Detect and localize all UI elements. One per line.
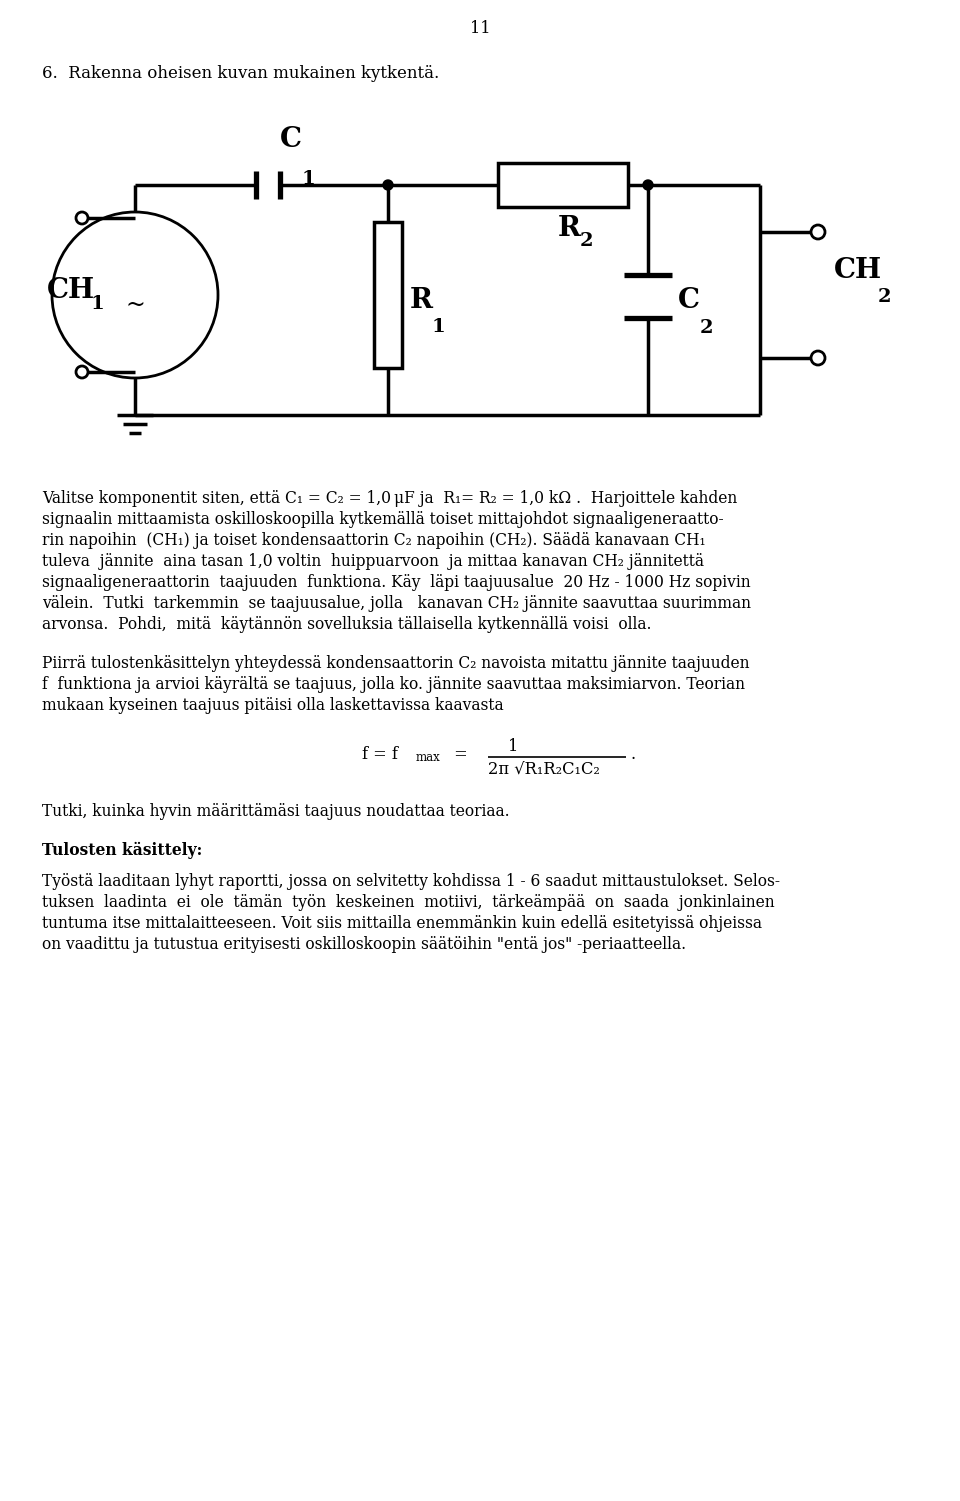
Text: R: R xyxy=(410,287,433,314)
Text: 1: 1 xyxy=(432,318,445,336)
Text: f  funktiona ja arvioi käyrältä se taajuus, jolla ko. jännite saavuttaa maksimia: f funktiona ja arvioi käyrältä se taajuu… xyxy=(42,675,745,693)
Text: välein.  Tutki  tarkemmin  se taajuusalue, jolla   kanavan CH₂ jännite saavuttaa: välein. Tutki tarkemmin se taajuusalue, … xyxy=(42,594,751,612)
Text: 2: 2 xyxy=(700,320,713,338)
Text: Tulosten käsittely:: Tulosten käsittely: xyxy=(42,842,203,859)
Text: signaaligeneraattorin  taajuuden  funktiona. Käy  läpi taajuusalue  20 Hz - 1000: signaaligeneraattorin taajuuden funktion… xyxy=(42,573,751,591)
Text: C: C xyxy=(280,126,302,153)
Text: rin napoihin  (CH₁) ja toiset kondensaattorin C₂ napoihin (CH₂). Säädä kanavaan : rin napoihin (CH₁) ja toiset kondensaatt… xyxy=(42,531,706,549)
Text: Valitse komponentit siten, että C₁ = C₂ = 1,0 μF ja  R₁= R₂ = 1,0 kΩ .  Harjoitt: Valitse komponentit siten, että C₁ = C₂ … xyxy=(42,489,737,507)
Text: tuleva  jännite  aina tasan 1,0 voltin  huippuarvoon  ja mittaa kanavan CH₂ jänn: tuleva jännite aina tasan 1,0 voltin hui… xyxy=(42,552,704,570)
Text: 11: 11 xyxy=(469,20,491,38)
Text: 2: 2 xyxy=(580,233,593,251)
Bar xyxy=(374,222,402,368)
Text: 6.  Rakenna oheisen kuvan mukainen kytkentä.: 6. Rakenna oheisen kuvan mukainen kytken… xyxy=(42,65,440,83)
Text: signaalin mittaamista oskilloskoopilla kytkemällä toiset mittajohdot signaaligen: signaalin mittaamista oskilloskoopilla k… xyxy=(42,510,724,528)
Text: R: R xyxy=(558,215,581,242)
Text: 1: 1 xyxy=(302,170,316,188)
Text: f = f: f = f xyxy=(362,746,397,763)
Text: Tutki, kuinka hyvin määrittämäsi taajuus noudattaa teoriaa.: Tutki, kuinka hyvin määrittämäsi taajuus… xyxy=(42,803,510,820)
Text: 1: 1 xyxy=(91,296,105,314)
Circle shape xyxy=(383,180,393,191)
Text: CH: CH xyxy=(834,257,882,284)
Bar xyxy=(498,164,628,207)
Text: CH: CH xyxy=(47,276,95,303)
Text: .: . xyxy=(630,746,636,763)
Text: tuntuma itse mittalaitteeseen. Voit siis mittailla enemmänkin kuin edellä esitet: tuntuma itse mittalaitteeseen. Voit siis… xyxy=(42,916,762,932)
Text: tuksen  laadinta  ei  ole  tämän  työn  keskeinen  motiivi,  tärkeämpää  on  saa: tuksen laadinta ei ole tämän työn keskei… xyxy=(42,895,775,911)
Text: 1: 1 xyxy=(508,738,518,755)
Text: max: max xyxy=(416,750,441,764)
Text: mukaan kyseinen taajuus pitäisi olla laskettavissa kaavasta: mukaan kyseinen taajuus pitäisi olla las… xyxy=(42,696,504,714)
Text: Työstä laaditaan lyhyt raportti, jossa on selvitetty kohdissa 1 - 6 saadut mitta: Työstä laaditaan lyhyt raportti, jossa o… xyxy=(42,874,780,890)
Text: C: C xyxy=(678,288,700,315)
Circle shape xyxy=(643,180,653,191)
Text: on vaadittu ja tutustua erityisesti oskilloskoopin säätöihin "entä jos" -periaat: on vaadittu ja tutustua erityisesti oski… xyxy=(42,937,686,953)
Text: 2π √R₁R₂C₁C₂: 2π √R₁R₂C₁C₂ xyxy=(488,761,600,778)
Text: 2: 2 xyxy=(878,288,892,306)
Text: Piirrä tulostenkäsittelyn yhteydessä kondensaattorin C₂ navoista mitattu jännite: Piirrä tulostenkäsittelyn yhteydessä kon… xyxy=(42,654,750,672)
Text: ~: ~ xyxy=(125,294,145,317)
Text: arvonsa.  Pohdi,  mitä  käytännön sovelluksia tällaisella kytkennällä voisi  oll: arvonsa. Pohdi, mitä käytännön sovelluks… xyxy=(42,615,652,633)
Text: =: = xyxy=(449,746,468,763)
